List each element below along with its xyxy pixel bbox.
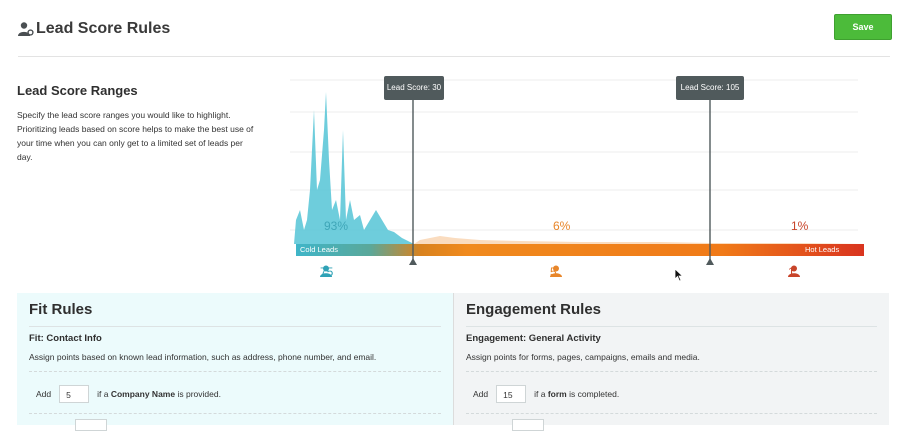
cold-leads-label: Cold Leads: [300, 245, 338, 254]
user-icon: [788, 265, 800, 277]
mouse-cursor-icon: [674, 268, 684, 282]
engagement-subtitle: Engagement: General Activity: [466, 333, 601, 344]
segment-count-cold: 75: [320, 265, 333, 279]
divider: [29, 326, 441, 327]
points-input[interactable]: [512, 419, 544, 431]
fit-rules-title: Fit Rules: [29, 301, 93, 318]
marker-label-low[interactable]: Lead Score: 30: [384, 76, 444, 100]
points-input[interactable]: [75, 419, 107, 431]
points-input[interactable]: 5: [59, 385, 90, 403]
page-header: Lead Score Rules Save: [0, 0, 904, 57]
rule-text: if a Company Name is provided.: [97, 389, 221, 399]
fit-rule-row: Add 5 if a Company Name is provided.: [36, 385, 221, 403]
divider: [29, 371, 441, 372]
rules-section: Fit Rules Fit: Contact Info Assign point…: [17, 293, 889, 431]
segment-count-warm-value: 5: [550, 265, 557, 279]
lead-score-chart: Lead Score: 30 Lead Score: 105 93% 6% 1%…: [280, 70, 880, 290]
engagement-rules-panel: Engagement Rules Engagement: General Act…: [454, 293, 889, 431]
marker-lines: [412, 98, 711, 263]
distribution-tail: [414, 236, 864, 244]
add-label: Add: [36, 389, 52, 399]
segment-count-hot: 1: [788, 265, 800, 279]
points-input[interactable]: 15: [496, 385, 527, 403]
engagement-rules-title: Engagement Rules: [466, 301, 602, 318]
marker-handle-right[interactable]: [706, 258, 714, 265]
save-button[interactable]: Save: [834, 14, 892, 40]
ranges-description: Specify the lead score ranges you would …: [17, 110, 254, 162]
add-label: Add: [473, 389, 489, 399]
ranges-title: Lead Score Ranges: [17, 83, 138, 98]
divider: [466, 326, 877, 327]
user-settings-icon: [18, 21, 34, 37]
user-icon: [320, 265, 332, 277]
engagement-description: Assign points for forms, pages, campaign…: [466, 352, 700, 362]
segment-count-warm: 5: [550, 265, 562, 279]
page-title: Lead Score Rules: [18, 20, 170, 38]
divider: [29, 413, 441, 414]
segment-percent-warm: 6%: [553, 219, 571, 233]
user-icon: [550, 265, 562, 277]
segment-percent-cold: 93%: [324, 219, 349, 233]
page-title-text: Lead Score Rules: [36, 20, 171, 37]
marker-handle-left[interactable]: [409, 258, 417, 265]
divider: [466, 413, 877, 414]
segment-count-hot-value: 1: [788, 265, 795, 279]
hot-leads-label: Hot Leads: [805, 245, 840, 254]
score-band: [296, 244, 864, 256]
distribution-area: [294, 92, 414, 244]
chart-gridlines: [290, 79, 858, 231]
engagement-rule-row: Add 15 if a form is completed.: [473, 385, 619, 403]
header-divider: [18, 56, 890, 57]
divider: [466, 371, 877, 372]
fit-rules-panel: Fit Rules Fit: Contact Info Assign point…: [17, 293, 454, 431]
segment-percent-hot: 1%: [791, 219, 809, 233]
fit-subtitle: Fit: Contact Info: [29, 333, 102, 344]
fit-description: Assign points based on known lead inform…: [29, 352, 377, 362]
marker-label-high[interactable]: Lead Score: 105: [676, 76, 744, 100]
rule-text: if a form is completed.: [534, 389, 620, 399]
